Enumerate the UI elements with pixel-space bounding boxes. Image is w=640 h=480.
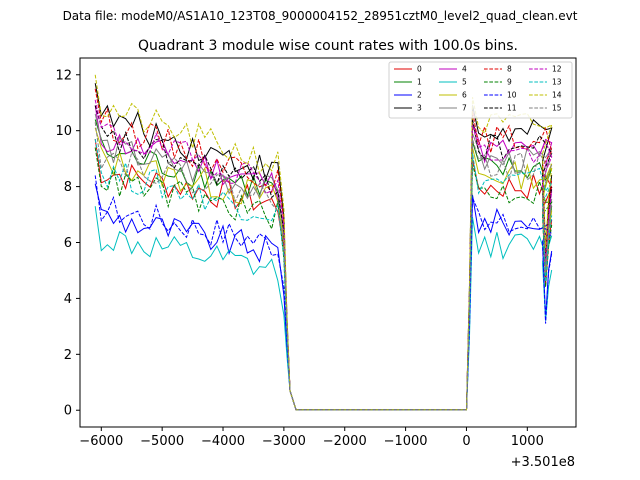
series-line-11 <box>94 105 553 411</box>
legend-label-1: 1 <box>417 78 422 87</box>
y-axis: 0 2 4 6 8 10 12 <box>55 68 80 419</box>
x-tick-label: −3000 <box>262 434 306 449</box>
figure-suptitle: Data file: modeM0/AS1A10_123T08_90000041… <box>63 9 578 23</box>
y-tick-label: 8 <box>64 180 72 195</box>
x-tick-label: −4000 <box>201 434 245 449</box>
y-tick-label: 6 <box>64 236 72 251</box>
legend-label-13: 13 <box>552 78 562 87</box>
legend-label-2: 2 <box>417 91 422 100</box>
x-tick-label: −2000 <box>323 434 367 449</box>
legend-label-6: 6 <box>462 91 467 100</box>
legend-box <box>388 61 573 119</box>
legend-label-0: 0 <box>417 65 422 74</box>
legend-label-3: 3 <box>417 104 422 113</box>
legend-label-14: 14 <box>552 91 562 100</box>
legend-label-15: 15 <box>552 104 562 113</box>
legend-label-11: 11 <box>507 104 517 113</box>
x-tick-label: 1000 <box>511 434 544 449</box>
series-line-0 <box>94 139 553 411</box>
series-line-8 <box>94 88 553 411</box>
legend-label-12: 12 <box>552 65 562 74</box>
legend-label-4: 4 <box>462 65 467 74</box>
series-line-2 <box>94 183 553 411</box>
x-tick-label: −5000 <box>140 434 184 449</box>
series-line-15 <box>94 122 553 411</box>
y-tick-label: 0 <box>64 404 72 419</box>
series-line-6 <box>94 127 553 411</box>
series-line-9 <box>94 147 553 411</box>
series-line-4 <box>94 105 553 411</box>
series-line-10 <box>94 175 553 411</box>
legend-label-8: 8 <box>507 65 512 74</box>
legend-label-7: 7 <box>462 104 467 113</box>
y-tick-label: 2 <box>64 348 72 363</box>
legend-label-5: 5 <box>462 78 467 87</box>
y-tick-label: 4 <box>64 292 72 307</box>
series-line-5 <box>94 206 553 411</box>
x-axis-offset-label: +3.501e8 <box>511 455 575 470</box>
y-tick-label: 10 <box>55 124 72 139</box>
x-tick-label: 0 <box>462 434 470 449</box>
x-tick-label: −1000 <box>384 434 428 449</box>
y-tick-label: 12 <box>55 68 72 83</box>
series-line-13 <box>94 139 553 411</box>
plot-series-group <box>94 74 553 411</box>
x-tick-label: −6000 <box>79 434 123 449</box>
legend-label-9: 9 <box>507 78 512 87</box>
chart-title: Quadrant 3 module wise count rates with … <box>138 38 518 54</box>
legend-label-10: 10 <box>507 91 517 100</box>
x-axis: −6000 −5000 −4000 −3000 −2000 −1000 0 1000 <box>79 427 544 449</box>
